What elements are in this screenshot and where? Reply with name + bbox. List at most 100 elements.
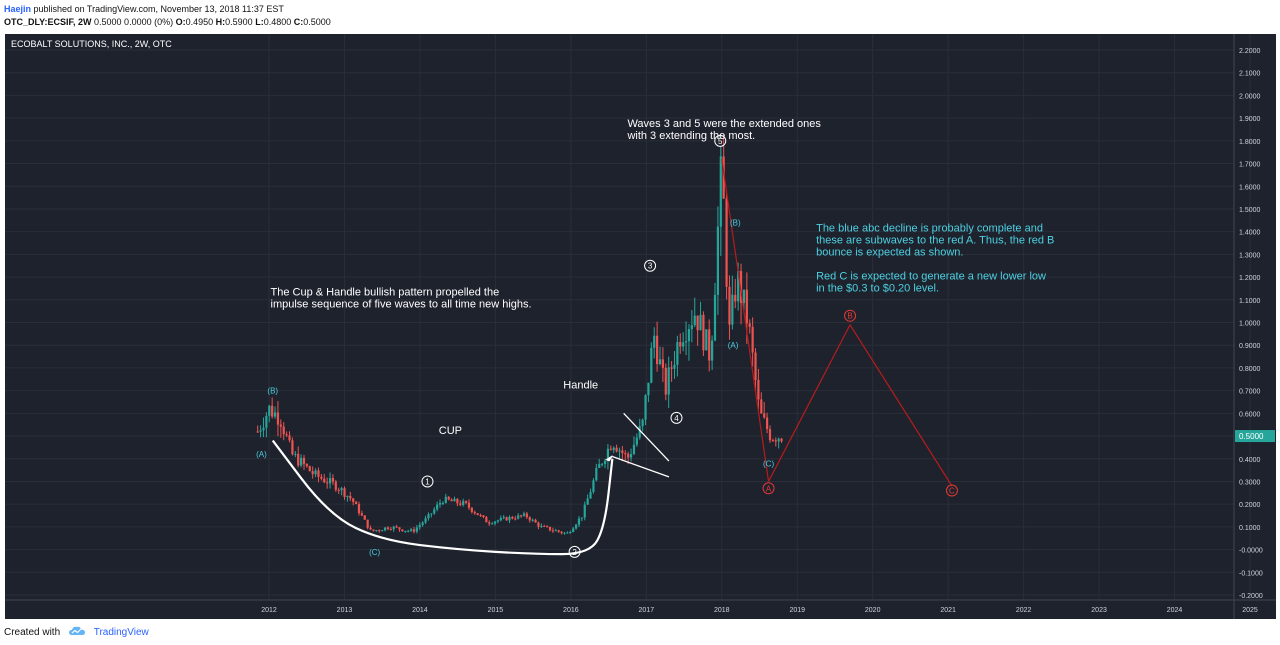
wave-label: 5 (718, 137, 723, 146)
y-tick-label: 0.8000 (1239, 366, 1261, 373)
open-value: 0.4950 (185, 17, 214, 27)
wave-label: 1 (425, 477, 430, 486)
candle-body (586, 498, 589, 505)
candle-body (687, 329, 691, 342)
author-link[interactable]: Haejin (4, 4, 32, 14)
candle-body (476, 513, 479, 516)
annotation-text: in the $0.3 to $0.20 level. (816, 283, 939, 295)
x-tick-label: 2024 (1167, 607, 1183, 614)
candle-body (273, 412, 277, 417)
wave-label: 2 (572, 548, 577, 557)
chart-area[interactable]: (A) (B) (C) 1 2 3 4 5 (B) (A) (C) A B C Waves 3 and 5 … (5, 34, 1276, 619)
y-tick-label: 1.1000 (1239, 298, 1261, 305)
x-tick-label: 2021 (940, 607, 956, 614)
candle-body (731, 294, 734, 325)
candle-body (496, 520, 500, 522)
candle-body (592, 480, 595, 492)
candle-body (389, 529, 392, 531)
x-tick-label: 2025 (1242, 607, 1258, 614)
candle-body (444, 496, 447, 503)
annotation-text: Waves 3 and 5 were the extended ones (627, 118, 821, 130)
candle-body (291, 440, 294, 455)
ohlc-line: OTC_DLY:ECSIF, 2W 0.5000 0.0000 (0%) O:0… (4, 17, 331, 27)
candle-body (459, 503, 462, 505)
change-value: 0.5000 0.0000 (0%) (94, 17, 174, 27)
candle-body (734, 294, 737, 302)
y-tick-label: 1.8000 (1239, 139, 1261, 146)
candle-body (488, 522, 491, 524)
x-tick-label: 2012 (261, 607, 277, 614)
candle-body (299, 457, 303, 466)
y-tick-label: 0.2000 (1239, 502, 1261, 509)
candle-body (548, 526, 552, 531)
wave-label: (B) (267, 387, 278, 396)
candle-body (482, 515, 485, 518)
wave-label-circle (762, 482, 775, 495)
candle-body (386, 527, 390, 530)
candle-body (664, 367, 667, 395)
candle-body (522, 513, 526, 516)
projection-line (768, 323, 953, 487)
candle-body (658, 359, 662, 365)
x-tick-label: 2013 (337, 607, 353, 614)
annotation-text: these are subwaves to the red A. Thus, t… (816, 235, 1054, 247)
cup-arrow (605, 455, 613, 462)
wave-label: A (766, 484, 772, 493)
candle-body (343, 488, 346, 497)
candle-body (401, 529, 404, 532)
candle-body (398, 527, 401, 530)
candle-body (305, 464, 308, 467)
close-value: 0.5000 (303, 17, 331, 27)
candle-body (598, 464, 601, 468)
candle-body (288, 435, 291, 441)
candle-body (705, 329, 708, 351)
candle-body (667, 367, 670, 395)
candle-body (693, 315, 696, 326)
wave-label-circle (644, 259, 657, 272)
wave-label-circle (844, 309, 857, 322)
annotation-text: CUP (439, 425, 462, 437)
cup-curve (271, 439, 614, 556)
candle-body (589, 491, 592, 499)
candle-body (485, 517, 488, 523)
candle-body (456, 498, 459, 504)
candle-body (540, 525, 543, 527)
x-tick-label: 2014 (412, 607, 428, 614)
candle-body (673, 364, 676, 369)
y-tick-label: 2.2000 (1239, 48, 1261, 55)
candle-body (502, 517, 505, 519)
candle-body (378, 530, 381, 532)
annotation-text: bounce is expected as shown. (816, 247, 963, 259)
candle-body (748, 323, 751, 327)
candle-body (606, 448, 610, 461)
y-tick-label: 1.7000 (1239, 162, 1261, 169)
wave-label: (C) (369, 548, 380, 557)
candle-body (499, 518, 502, 521)
candle-body (505, 517, 508, 521)
candle-body (311, 471, 314, 475)
candle-body (462, 501, 465, 505)
candle-body (722, 156, 725, 199)
annotation-text: Red C is expected to generate a new lowe… (816, 271, 1046, 283)
candle-body (612, 447, 615, 450)
candle-body (308, 466, 311, 472)
candle-body (644, 395, 647, 420)
candle-body (719, 156, 722, 227)
candle-body (372, 529, 375, 531)
candle-body (682, 342, 685, 347)
candle-body (737, 270, 740, 302)
candle-body (514, 518, 517, 520)
wave-label: C (949, 487, 955, 496)
chart-header: Haejin published on TradingView.com, Nov… (4, 2, 1274, 32)
candle-body (699, 314, 702, 331)
candle-body (684, 341, 688, 343)
candle-body (421, 522, 424, 525)
low-value: 0.4800 (263, 17, 292, 27)
candle-body (436, 504, 439, 510)
candle-body (317, 470, 320, 477)
candle-body (745, 289, 748, 324)
low-label: L: (255, 17, 264, 27)
price-chart[interactable]: (A) (B) (C) 1 2 3 4 5 (B) (A) (C) A B C Waves 3 and 5 … (5, 34, 1276, 619)
candle-body (557, 530, 560, 532)
tradingview-link[interactable]: TradingView (93, 627, 149, 638)
